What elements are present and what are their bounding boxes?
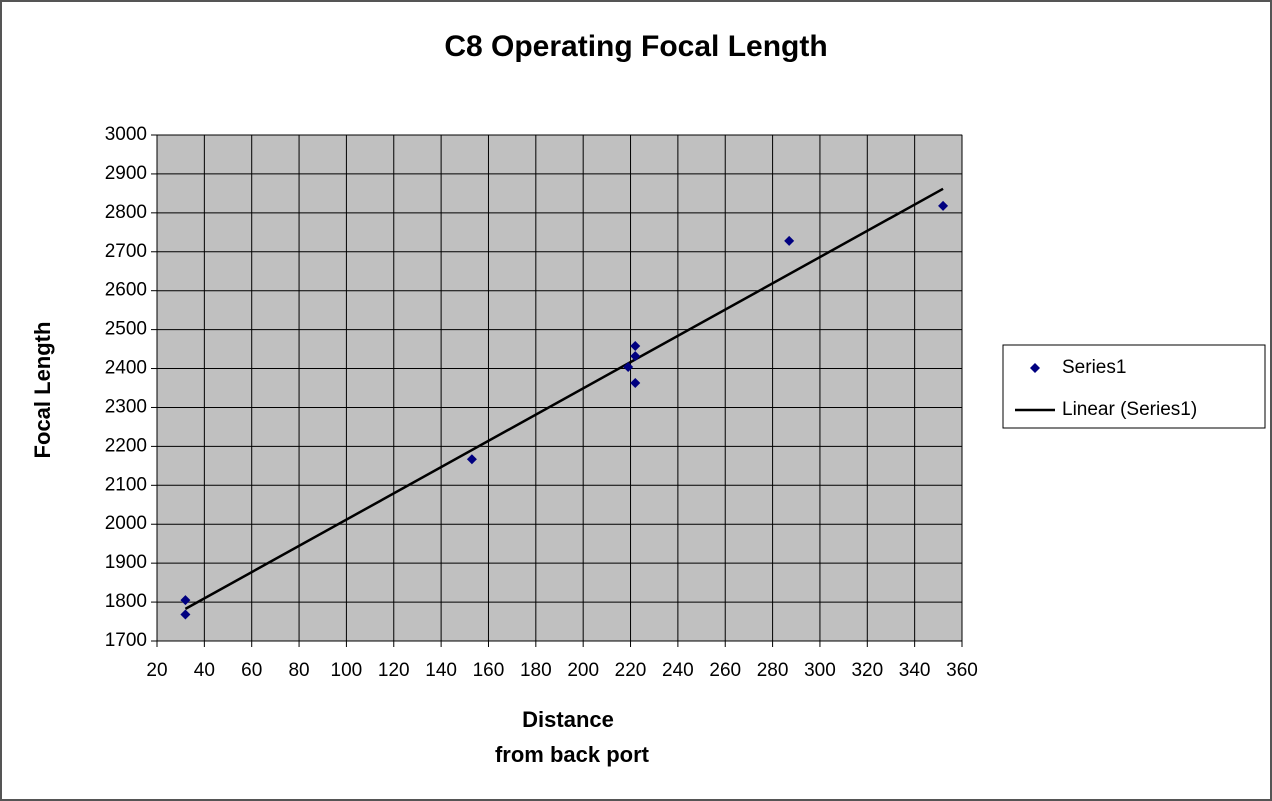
x-tick-label: 280 — [757, 660, 789, 681]
data-point — [180, 595, 191, 606]
x-tick-label: 180 — [520, 660, 552, 681]
x-tick-label: 260 — [709, 660, 741, 681]
y-tick-label: 2800 — [105, 202, 147, 223]
x-axis-title: Distance — [522, 707, 614, 732]
x-tick-label: 20 — [146, 660, 167, 681]
plot-area — [156, 134, 963, 642]
y-axis-title: Focal Length — [30, 322, 55, 459]
y-tick-label: 2000 — [105, 513, 147, 534]
chart-title: C8 Operating Focal Length — [444, 30, 827, 63]
x-tick-label: 40 — [194, 660, 215, 681]
data-point — [630, 340, 641, 351]
x-tick-label: 360 — [946, 660, 978, 681]
x-tick-label: 80 — [288, 660, 309, 681]
y-tick-label: 2600 — [105, 280, 147, 301]
y-tick-label: 2300 — [105, 396, 147, 417]
legend-marker — [1030, 363, 1040, 373]
x-tick-label: 140 — [425, 660, 457, 681]
y-tick-label: 2700 — [105, 241, 147, 262]
y-tick-label: 2400 — [105, 358, 147, 379]
legend — [1002, 344, 1266, 429]
x-tick-label: 300 — [804, 660, 836, 681]
y-tick-label: 1800 — [105, 591, 147, 612]
data-point — [466, 454, 477, 465]
x-tick-label: 320 — [851, 660, 883, 681]
x-tick-label: 240 — [662, 660, 694, 681]
data-point — [630, 377, 641, 388]
x-tick-label: 60 — [241, 660, 262, 681]
y-tick-label: 1900 — [105, 552, 147, 573]
x-axis-title: from back port — [495, 742, 650, 767]
x-tick-label: 120 — [378, 660, 410, 681]
y-tick-label: 1700 — [105, 630, 147, 651]
y-tick-label: 2100 — [105, 474, 147, 495]
data-point — [623, 361, 634, 372]
trendline — [184, 187, 944, 610]
y-tick-label: 2500 — [105, 319, 147, 340]
legend-label: Series1 — [1062, 357, 1126, 378]
legend-label: Linear (Series1) — [1062, 399, 1197, 420]
y-tick-label: 2900 — [105, 163, 147, 184]
data-point — [784, 235, 795, 246]
x-tick-label: 340 — [899, 660, 931, 681]
x-tick-label: 220 — [615, 660, 647, 681]
x-tick-label: 100 — [331, 660, 363, 681]
data-point — [630, 351, 641, 362]
data-point — [938, 200, 949, 211]
x-tick-label: 160 — [473, 660, 505, 681]
data-point — [180, 609, 191, 620]
y-tick-label: 2200 — [105, 435, 147, 456]
x-tick-label: 200 — [567, 660, 599, 681]
y-tick-label: 3000 — [105, 124, 147, 145]
